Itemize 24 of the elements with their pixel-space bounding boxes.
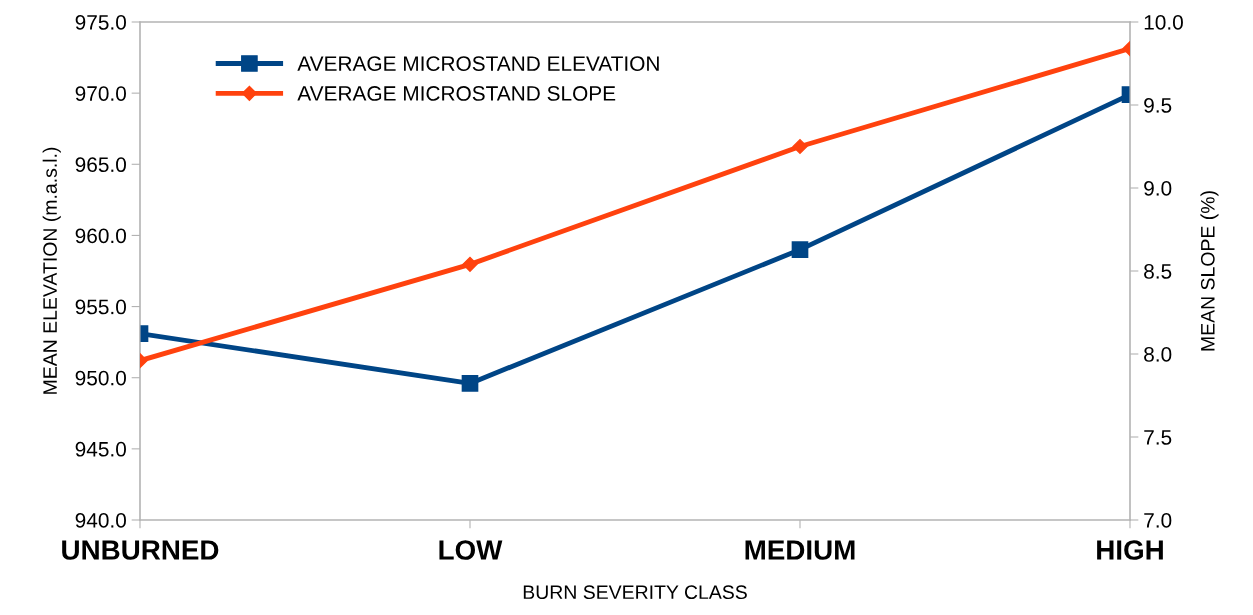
y2-tick-label: 8.0 xyxy=(1144,347,1172,362)
y-tick-label: 970.0 xyxy=(75,86,126,101)
x-axis-title: BURN SEVERITY CLASS xyxy=(523,585,747,600)
y2-tick-label: 9.0 xyxy=(1144,181,1172,196)
x-tick-label: HIGH xyxy=(1097,540,1163,560)
legend-label: AVERAGE MICROSTAND ELEVATION xyxy=(297,56,659,71)
y2-tick-label: 7.0 xyxy=(1144,513,1172,528)
y-axis-title: MEAN ELEVATION (m.a.s.l.) xyxy=(42,147,61,394)
y-tick-label: 955.0 xyxy=(75,299,126,315)
y2-axis-title: MEAN SLOPE (%) xyxy=(1200,191,1219,351)
y-tick-label: 965.0 xyxy=(75,157,126,173)
y2-tick-label: 8.5 xyxy=(1144,264,1172,279)
legend-label: AVERAGE MICROSTAND SLOPE xyxy=(297,86,616,101)
y-tick-label: 945.0 xyxy=(75,441,126,457)
x-tick-label: MEDIUM xyxy=(745,540,855,560)
y-tick-label: 975.0 xyxy=(75,15,126,30)
y-tick-label: 940.0 xyxy=(75,513,126,528)
y-tick-label: 950.0 xyxy=(75,370,126,386)
x-tick-label: LOW xyxy=(439,540,503,560)
y2-tick-label: 10.0 xyxy=(1144,15,1183,30)
y-tick-label: 960.0 xyxy=(75,228,126,244)
y2-tick-label: 7.5 xyxy=(1144,430,1172,445)
y2-tick-label: 9.5 xyxy=(1144,98,1172,113)
x-tick-label: UNBURNED xyxy=(62,540,219,560)
